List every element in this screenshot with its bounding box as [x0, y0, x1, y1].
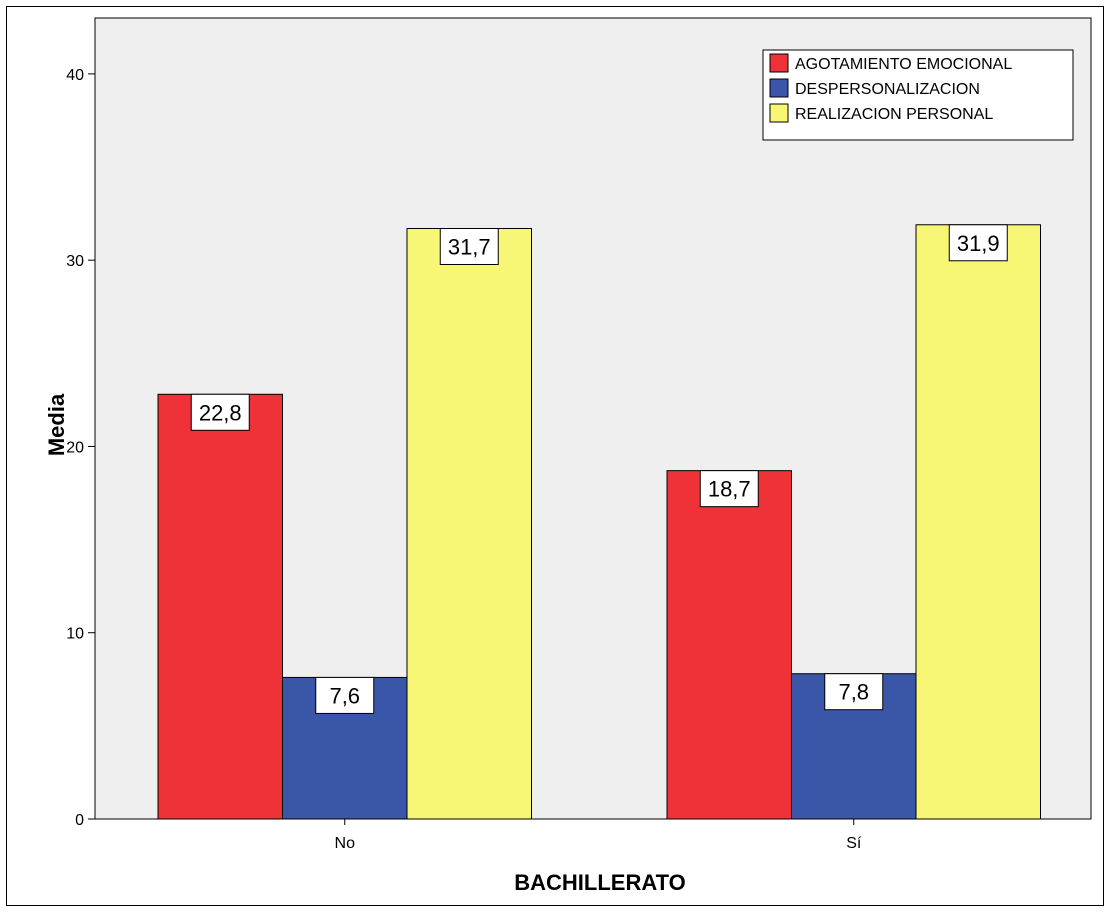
legend-box: [762, 49, 1074, 141]
legend: AGOTAMIENTO EMOCIONAL DESPERSONALIZACION R…: [762, 49, 1074, 141]
legend-entry: REALIZACION PERSONAL: [795, 106, 993, 123]
data-label-box: [439, 227, 499, 265]
x-tick-label: Sí: [846, 835, 862, 852]
x-axis-label: BACHILLERATO: [514, 870, 686, 895]
data-label: 31,7: [448, 234, 491, 259]
legend-swatch: [769, 53, 789, 73]
data-label-box: [315, 676, 375, 714]
y-tick-label: 0: [75, 812, 84, 829]
data-label: 31,9: [957, 231, 1000, 256]
legend-swatch: [769, 78, 789, 98]
data-label-box: [948, 224, 1008, 262]
y-tick-label: 20: [66, 439, 84, 456]
legend-entry: AGOTAMIENTO EMOCIONAL: [795, 56, 1012, 73]
data-label-box: [699, 470, 759, 508]
data-label: 7,6: [329, 683, 360, 708]
data-label: 22,8: [199, 400, 242, 425]
bar-2-1: [666, 470, 792, 820]
y-tick-label: 10: [66, 626, 84, 643]
data-label: 18,7: [708, 477, 751, 502]
bar-1-3: [406, 227, 532, 820]
data-label-box: [824, 673, 884, 711]
data-label: 7,8: [838, 680, 869, 705]
legend-entry: DESPERSONALIZACION: [795, 81, 980, 98]
x-tick-label: No: [335, 835, 356, 852]
y-tick-label: 40: [66, 67, 84, 84]
legend-swatch: [769, 103, 789, 123]
bar-1-1: [157, 393, 283, 820]
bar-2-3: [915, 224, 1041, 820]
data-label-box: [190, 393, 250, 431]
y-axis-label: Media: [44, 393, 69, 456]
y-tick-label: 30: [66, 253, 84, 270]
